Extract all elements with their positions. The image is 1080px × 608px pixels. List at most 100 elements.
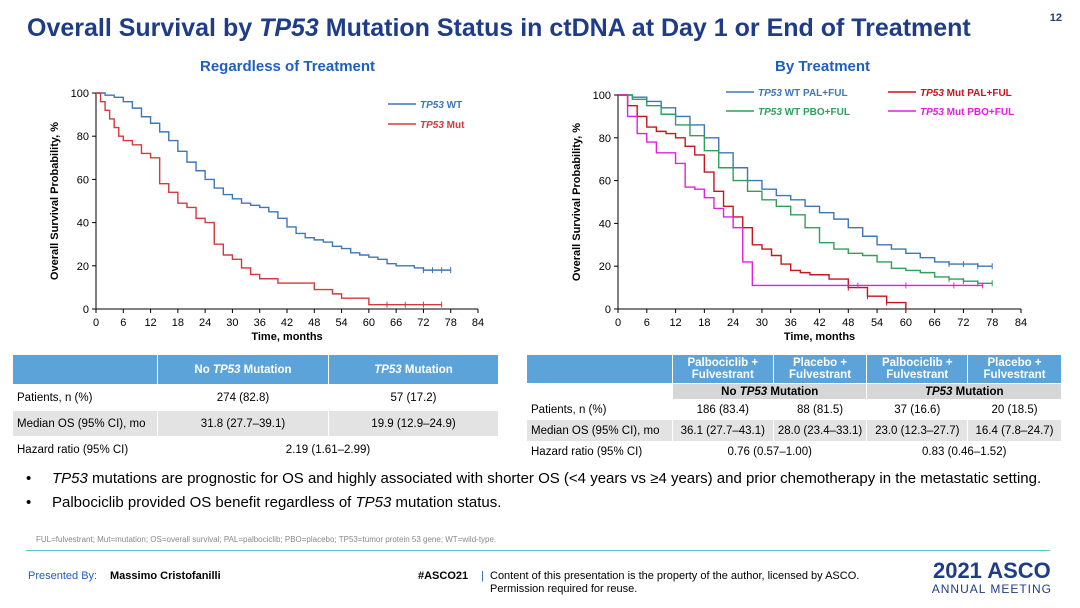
legend-entry-gene: TP53 [920, 88, 944, 99]
legend-entry-label: Mut PAL+FUL [944, 88, 1012, 99]
x-tick-label: 66 [390, 317, 402, 329]
x-tick-label: 18 [172, 317, 184, 329]
x-axis-label: Time, months [251, 331, 322, 343]
legend-entry: TP53 WT PAL+FUL [758, 88, 848, 99]
key-findings: TP53 mutations are prognostic for OS and… [26, 470, 1056, 518]
x-tick-label: 78 [986, 317, 998, 329]
right-table-col2: Placebo + Fulvestrant [772, 354, 868, 384]
table-row: Hazard ratio (95% CI) 2.19 (1.61–2.99) [12, 436, 499, 463]
x-axis-label: Time, months [784, 331, 855, 343]
logo-sub: ANNUAL MEETING [931, 582, 1052, 596]
survival-curve-3 [618, 94, 907, 309]
y-tick-label: 40 [599, 218, 611, 230]
table-row: Hazard ratio (95% CI) 0.76 (0.57–1.00) 0… [526, 441, 1062, 462]
x-tick-label: 60 [363, 317, 375, 329]
right-table-col4: Placebo + Fulvestrant [967, 354, 1062, 384]
legend-entry-label: WT [444, 100, 462, 111]
legend-entry-label: WT PAL+FUL [782, 88, 848, 99]
y-tick-label: 60 [77, 174, 89, 186]
survival-curve-1 [618, 94, 993, 267]
y-tick-label: 20 [599, 261, 611, 273]
legend-entry-gene: TP53 [420, 100, 444, 111]
row-label: Median OS (95% CI), mo [526, 419, 673, 442]
group-corner [526, 383, 673, 400]
cell: 274 (82.8) [157, 384, 329, 411]
hazard-ratio-cell: 0.76 (0.57–1.00) [671, 441, 868, 462]
legend-entry-label: Mut [444, 120, 465, 131]
cell: 16.4 (7.8–24.7) [967, 419, 1062, 442]
presented-by-label: Presented By: [28, 570, 98, 582]
right-subtitle: By Treatment [775, 58, 871, 75]
presenter-name: Massimo Cristofanilli [110, 570, 221, 582]
x-tick-label: 0 [615, 317, 621, 329]
legend-entry: TP53 Mut PBO+FUL [920, 107, 1014, 118]
abbreviations: FUL=fulvestrant; Mut=mutation; OS=overal… [36, 535, 497, 544]
x-tick-label: 60 [900, 317, 912, 329]
right-results-table: Palbociclib + Fulvestrant Placebo + Fulv… [526, 354, 1062, 462]
right-table-corner [526, 354, 673, 384]
x-tick-label: 12 [669, 317, 681, 329]
group-no-mutation: No TP53 Mutation [671, 383, 868, 400]
legend-entry-label: WT PBO+FUL [782, 107, 850, 118]
legend-entry-label: Mut PBO+FUL [944, 107, 1014, 118]
table-row: Patients, n (%) 186 (83.4) 88 (81.5) 37 … [526, 399, 1062, 420]
x-tick-label: 30 [226, 317, 238, 329]
x-tick-label: 48 [308, 317, 320, 329]
survival-curve-4 [618, 94, 983, 287]
bullet-item: TP53 mutations are prognostic for OS and… [26, 470, 1056, 488]
x-tick-label: 66 [929, 317, 941, 329]
footer-separator: | [481, 570, 484, 582]
y-tick-label: 0 [83, 304, 89, 316]
x-tick-label: 24 [727, 317, 739, 329]
asco-logo: 2021 ASCO ANNUAL MEETING [931, 558, 1052, 597]
km-chart-by-treatment: 0 6 12 18 24 30 36 42 48 54 60 66 72 78 84 0 20 40 60 80 100… [571, 88, 1027, 343]
cell: 37 (16.6) [866, 399, 969, 420]
x-tick-label: 72 [417, 317, 429, 329]
y-tick-label: 100 [593, 90, 611, 102]
legend-entry-gene: TP53 [758, 88, 782, 99]
cell: 28.0 (23.4–33.1) [772, 419, 868, 442]
legend-entry-gene: TP53 [420, 120, 444, 131]
cell: 23.0 (12.3–27.7) [866, 419, 969, 442]
y-tick-label: 60 [599, 176, 611, 188]
cell: 31.8 (27.7–39.1) [157, 410, 329, 437]
legend-entry: TP53 Mut [420, 120, 465, 131]
hashtag: #ASCO21 [418, 570, 469, 582]
slide-title: Overall Survival by TP53 Mutation Status… [27, 14, 971, 42]
x-tick-label: 84 [1015, 317, 1027, 329]
legend-entry-gene: TP53 [758, 107, 782, 118]
x-tick-label: 78 [445, 317, 457, 329]
x-tick-label: 72 [957, 317, 969, 329]
x-tick-label: 12 [144, 317, 156, 329]
cell: 20 (18.5) [967, 399, 1062, 420]
table-row: Patients, n (%) 274 (82.8) 57 (17.2) [12, 384, 499, 411]
legend-entry: TP53 Mut PAL+FUL [920, 88, 1012, 99]
left-subtitle: Regardless of Treatment [200, 58, 376, 75]
y-axis-label: Overall Survival Probability, % [571, 123, 583, 281]
y-tick-label: 20 [77, 261, 89, 273]
x-tick-label: 36 [254, 317, 266, 329]
row-label: Patients, n (%) [12, 384, 158, 411]
table-row: Median OS (95% CI), mo 31.8 (27.7–39.1) … [12, 410, 499, 437]
cell: 186 (83.4) [672, 399, 774, 420]
logo-name: ASCO [987, 558, 1051, 583]
page-number: 12 [1049, 12, 1062, 24]
bullet-item: Palbociclib provided OS benefit regardle… [26, 494, 1056, 512]
x-tick-label: 30 [756, 317, 768, 329]
y-axis-label: Overall Survival Probability, % [49, 122, 61, 280]
legend-entry: TP53 WT PBO+FUL [758, 107, 850, 118]
x-tick-label: 36 [785, 317, 797, 329]
right-table-col1: Palbociclib + Fulvestrant [672, 354, 774, 384]
x-tick-label: 54 [871, 317, 883, 329]
table-row: Median OS (95% CI), mo 36.1 (27.7–43.1) … [526, 419, 1062, 442]
survival-curve-2 [618, 94, 993, 285]
hazard-ratio-cell: 2.19 (1.61–2.99) [157, 436, 499, 463]
row-label: Patients, n (%) [526, 399, 673, 420]
survival-curve-2 [96, 92, 442, 306]
y-tick-label: 100 [71, 88, 89, 100]
right-table-col3: Palbociclib + Fulvestrant [866, 354, 969, 384]
legend-entry-gene: TP53 [920, 107, 944, 118]
copyright-notice: Content of this presentation is the prop… [490, 570, 860, 595]
x-tick-label: 42 [281, 317, 293, 329]
cell: 88 (81.5) [772, 399, 868, 420]
